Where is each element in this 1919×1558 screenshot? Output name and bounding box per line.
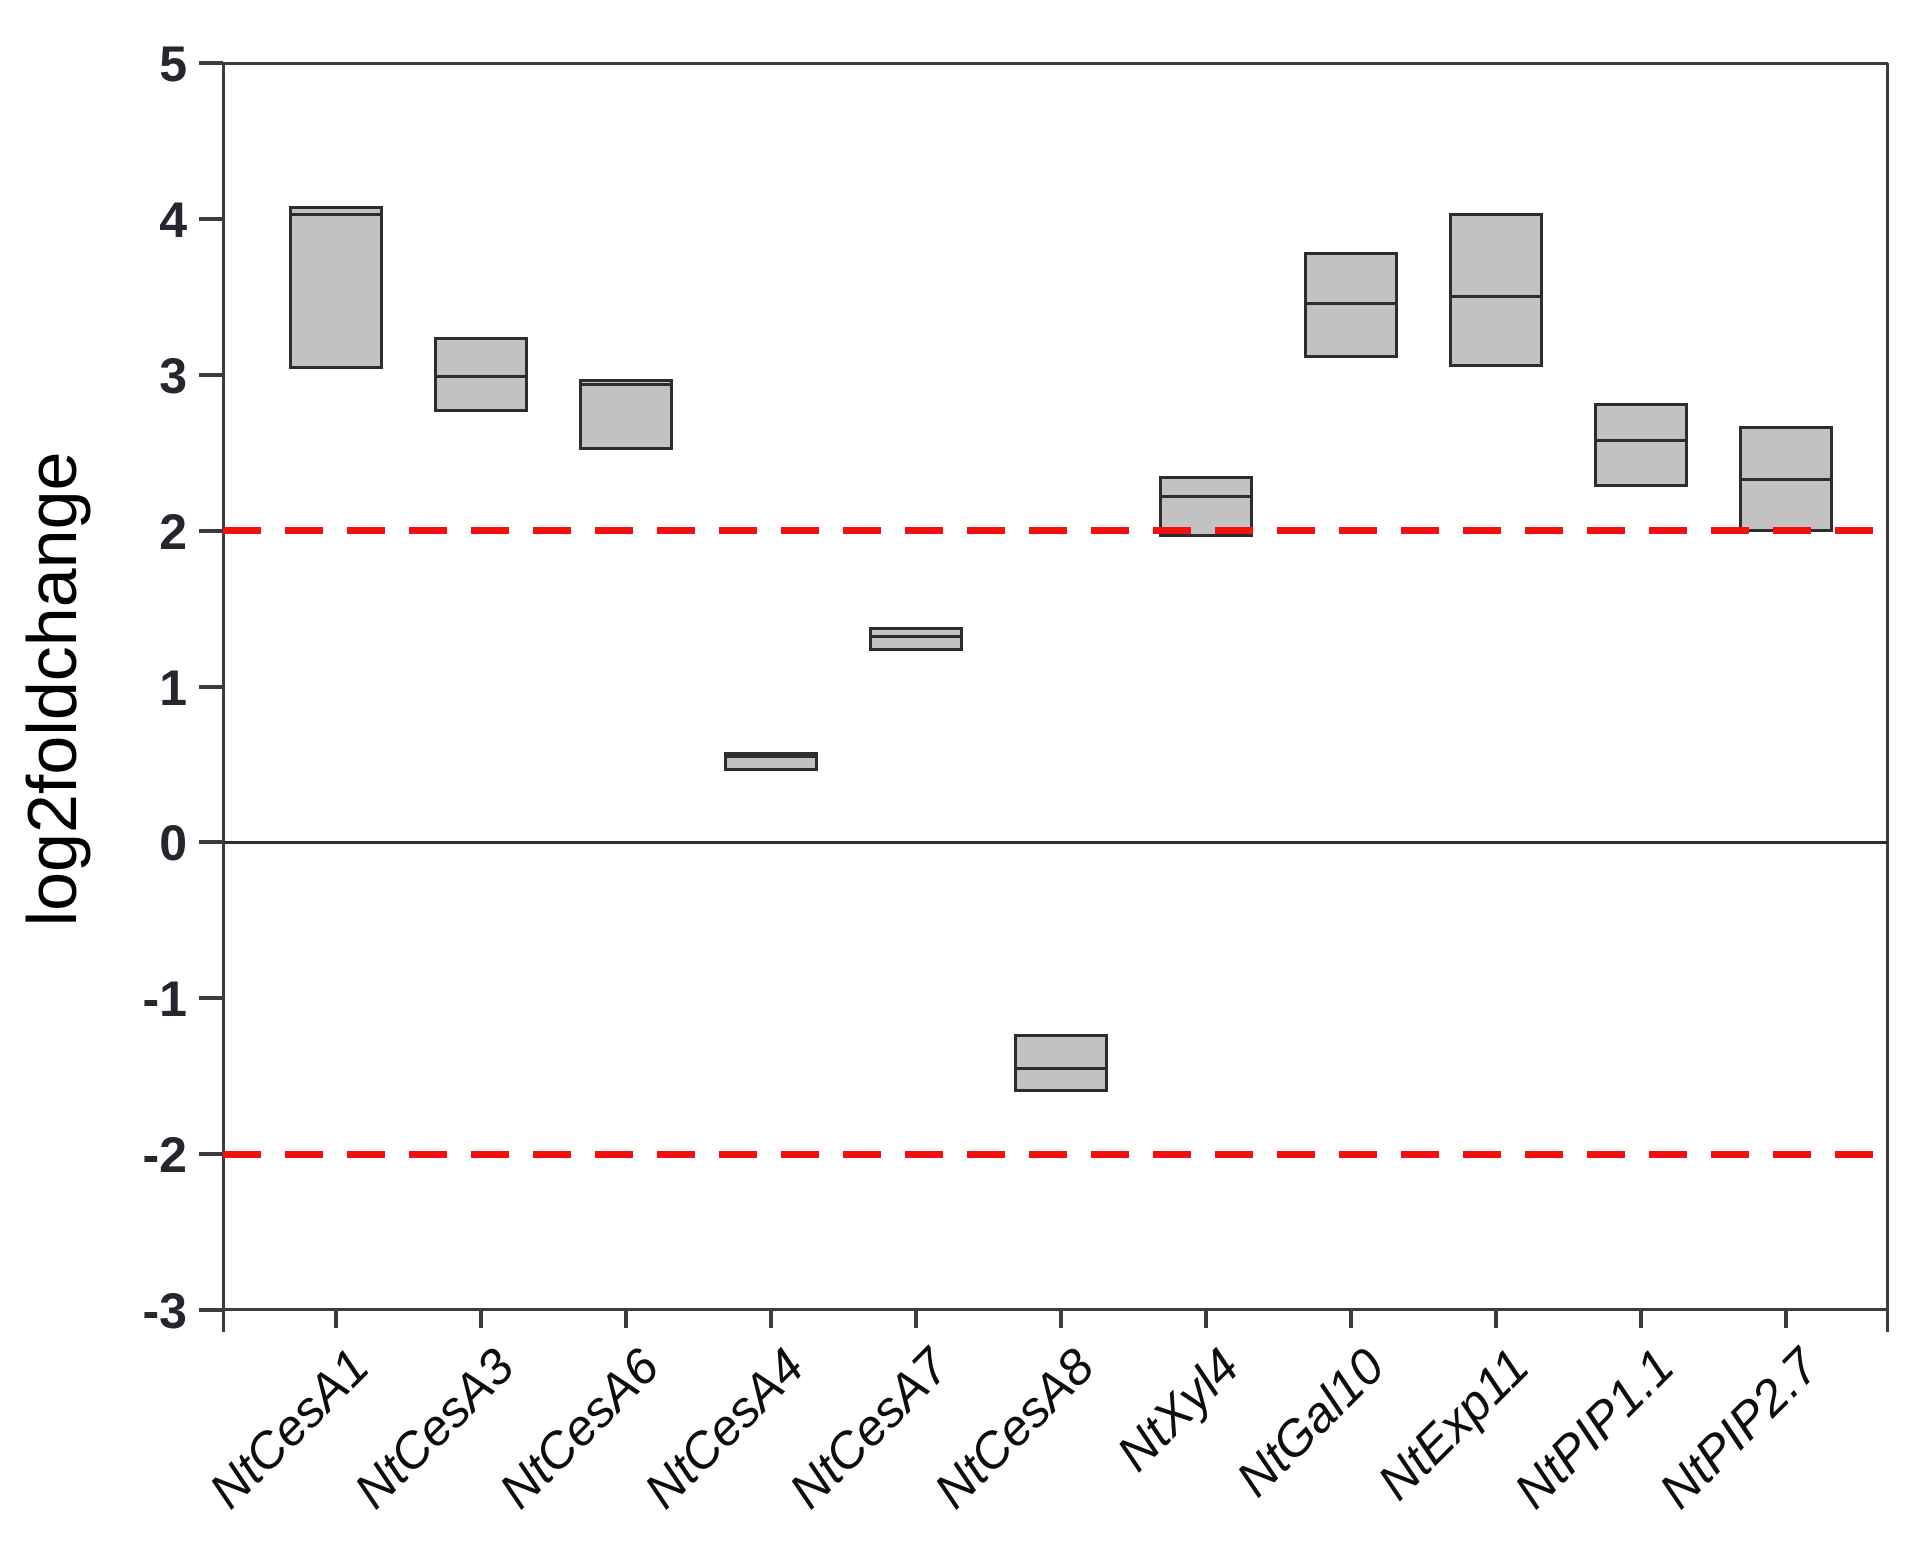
frame-top [223,62,1888,65]
y-tick-3 [199,372,223,377]
x-tick-label-NtCesA6: NtCesA6 [488,1337,670,1519]
x-tick-NtCesA4 [769,1310,773,1328]
median-NtCesA8 [1014,1066,1108,1070]
x-tick-NtCesA6 [624,1310,628,1328]
y-tick-1 [199,684,223,689]
x-tick-label-NtCesA7: NtCesA7 [778,1337,960,1519]
x-tick-label-NtPIP1.1: NtPIP1.1 [1503,1337,1685,1519]
x-tick-NtExp11 [1494,1310,1498,1328]
box-NtCesA8 [1014,1034,1108,1092]
x-tick-NtXyl4 [1204,1310,1208,1328]
plot-area: 5 4 3 2 1 0 -1 -2 -3 NtCesA1 NtCesA3 NtCesA6 NtCesA4… [143,39,1889,1519]
y-tick-label-4: 4 [159,191,187,248]
axis-bottom [223,1308,1888,1311]
y-tick-5 [199,61,223,65]
x-tick-NtPIP1.1 [1639,1310,1643,1328]
median-NtCesA4 [724,755,818,759]
axis-left [222,63,225,1332]
y-tick-label-0: 0 [159,815,187,872]
y-tick-4 [199,216,223,221]
median-NtCesA1 [289,212,383,216]
median-NtExp11 [1449,295,1543,299]
y-tick-label--3: -3 [142,1283,187,1339]
y-tick--2 [199,1152,223,1157]
median-NtCesA3 [434,374,528,378]
y-tick-label--2: -2 [142,1127,187,1184]
y-tick--3 [199,1308,223,1312]
x-tick-label-NtCesA4: NtCesA4 [633,1337,815,1519]
box-NtXyl4 [1159,476,1253,537]
x-tick-NtCesA7 [914,1310,918,1328]
x-tick-label-NtCesA3: NtCesA3 [343,1337,525,1519]
axis-right [1886,63,1889,1332]
y-tick--1 [199,996,223,1001]
y-axis-title: log2foldchange [13,451,91,926]
reference-line-2 [223,527,1888,535]
x-tick-NtCesA8 [1059,1310,1063,1328]
median-NtCesA7 [869,635,963,639]
median-NtXyl4 [1159,494,1253,498]
box-NtPIP1.1 [1594,402,1688,487]
box-NtCesA6 [579,379,673,450]
box-NtCesA1 [289,206,383,369]
box-NtExp11 [1449,212,1543,367]
zero-line [223,840,1888,844]
box-NtGal10 [1304,251,1398,358]
x-tick-label-NtPIP2.7: NtPIP2.7 [1648,1337,1830,1519]
median-NtPIP2.7 [1739,477,1833,481]
median-NtGal10 [1304,301,1398,305]
y-tick-0 [199,840,223,845]
median-NtPIP1.1 [1594,438,1688,442]
y-tick-label-3: 3 [159,347,187,404]
median-NtCesA6 [579,382,673,386]
box-NtCesA7 [869,627,963,651]
y-tick-2 [199,528,223,533]
y-tick-label-2: 2 [159,503,187,560]
x-tick-NtCesA3 [479,1310,483,1328]
y-tick-label-1: 1 [159,659,187,716]
x-tick-NtCesA1 [334,1310,338,1328]
x-tick-NtPIP2.7 [1784,1310,1788,1328]
x-tick-label-NtCesA1: NtCesA1 [198,1337,380,1519]
box-NtCesA3 [434,337,528,413]
y-tick-label-5: 5 [159,36,187,92]
x-tick-label-NtGal10: NtGal10 [1225,1337,1395,1508]
y-tick-label--1: -1 [142,971,187,1028]
x-tick-label-NtCesA8: NtCesA8 [923,1337,1105,1519]
reference-line--2 [223,1150,1888,1158]
x-tick-label-NtXyl4: NtXyl4 [1105,1337,1250,1482]
x-tick-NtGal10 [1349,1310,1353,1328]
